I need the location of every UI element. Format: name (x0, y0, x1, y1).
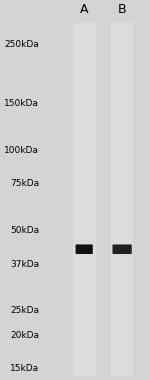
Bar (73, 23, 96, 376)
FancyBboxPatch shape (76, 244, 93, 254)
FancyBboxPatch shape (112, 244, 132, 254)
Text: A: A (80, 3, 88, 16)
Text: B: B (118, 3, 126, 16)
Bar (111, 23, 134, 376)
